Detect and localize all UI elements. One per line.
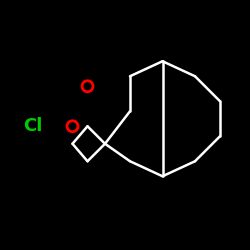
Text: Cl: Cl [23,117,42,135]
